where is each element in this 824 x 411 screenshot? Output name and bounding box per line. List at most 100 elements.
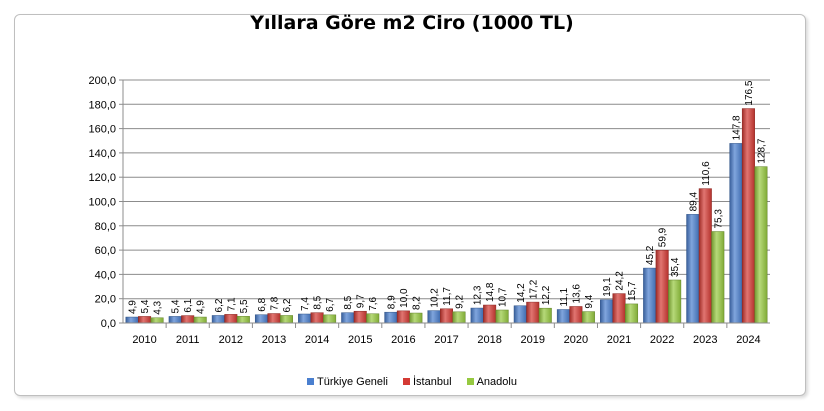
data-label: 147,8 xyxy=(731,115,742,140)
data-label: 45,2 xyxy=(645,245,656,265)
data-label: 9,2 xyxy=(455,294,466,308)
bar-anadolu xyxy=(581,311,595,324)
x-tick-label: 2023 xyxy=(693,334,717,346)
legend-label: İstanbul xyxy=(413,376,452,388)
x-tick-label: 2013 xyxy=(262,334,286,346)
data-label: 5,4 xyxy=(140,299,151,313)
data-label: 7,8 xyxy=(269,296,280,310)
data-label: 15,7 xyxy=(627,281,638,301)
y-tick-label: 20,0 xyxy=(95,294,116,306)
bar-istanbul xyxy=(698,188,712,324)
x-tick-label: 2019 xyxy=(521,334,545,346)
x-tick-label: 2017 xyxy=(434,334,458,346)
data-label: 12,3 xyxy=(473,285,484,305)
data-label: 6,2 xyxy=(282,298,293,312)
bar-turkiye-geneli xyxy=(211,315,225,324)
chart-legend: Türkiye Geneli İstanbul Anadolu xyxy=(0,376,824,388)
bar-istanbul xyxy=(138,316,152,324)
bar-turkiye-geneli xyxy=(643,267,657,324)
data-label: 4,3 xyxy=(153,300,164,314)
bar-anadolu xyxy=(279,315,293,324)
bar-istanbul xyxy=(224,314,238,324)
bar-istanbul xyxy=(741,108,755,324)
bar-turkiye-geneli xyxy=(341,312,355,324)
data-label: 6,1 xyxy=(183,298,194,312)
data-label: 24,2 xyxy=(615,271,626,291)
data-label: 89,4 xyxy=(688,191,699,211)
data-label: 14,8 xyxy=(485,282,496,302)
bar-istanbul xyxy=(483,304,497,324)
data-label: 4,9 xyxy=(128,300,139,314)
bar-istanbul xyxy=(526,301,540,324)
y-tick-label: 60,0 xyxy=(95,245,116,257)
data-label: 9,7 xyxy=(356,294,367,308)
data-label: 110,6 xyxy=(701,161,712,186)
data-label: 35,4 xyxy=(670,257,681,277)
bar-anadolu xyxy=(193,316,207,324)
bar-istanbul xyxy=(612,293,626,324)
data-label: 8,5 xyxy=(313,295,324,309)
bar-anadolu xyxy=(754,166,768,324)
data-label: 59,9 xyxy=(658,227,669,247)
x-tick-label: 2016 xyxy=(391,334,415,346)
data-label: 8,9 xyxy=(386,295,397,309)
bar-anadolu xyxy=(452,311,466,324)
x-tick-label: 2015 xyxy=(348,334,372,346)
bar-anadolu xyxy=(495,309,509,324)
bar-istanbul xyxy=(655,249,669,324)
legend-item-istanbul: İstanbul xyxy=(403,376,452,388)
legend-swatch xyxy=(466,378,474,385)
bar-turkiye-geneli xyxy=(600,299,614,324)
y-tick-label: 180,0 xyxy=(88,99,116,111)
legend-swatch xyxy=(403,378,410,385)
data-label: 5,5 xyxy=(239,299,250,313)
data-label: 176,5 xyxy=(744,80,755,105)
legend-swatch xyxy=(307,378,315,385)
bar-anadolu xyxy=(409,312,423,324)
bar-istanbul xyxy=(396,310,410,324)
data-label: 7,6 xyxy=(368,296,379,310)
bar-istanbul xyxy=(569,306,583,324)
y-tick-label: 0,0 xyxy=(101,318,116,330)
data-label: 19,1 xyxy=(602,277,613,297)
x-tick-label: 2021 xyxy=(607,334,631,346)
data-label: 17,2 xyxy=(528,279,539,299)
y-tick-label: 40,0 xyxy=(95,269,116,281)
y-tick-label: 200,0 xyxy=(88,75,116,87)
data-label: 128,7 xyxy=(756,138,767,163)
bar-turkiye-geneli xyxy=(513,305,527,324)
x-tick-label: 2020 xyxy=(564,334,588,346)
bar-istanbul xyxy=(267,313,281,324)
data-label: 10,2 xyxy=(430,288,441,308)
data-label: 8,2 xyxy=(411,296,422,310)
data-label: 6,7 xyxy=(325,298,336,312)
y-tick-label: 80,0 xyxy=(95,221,116,233)
bar-turkiye-geneli xyxy=(729,143,743,324)
data-label: 7,4 xyxy=(300,297,311,311)
bar-turkiye-geneli xyxy=(254,314,268,324)
bar-turkiye-geneli xyxy=(427,310,441,324)
bar-anadolu xyxy=(538,307,552,324)
data-label: 8,5 xyxy=(343,295,354,309)
data-label: 6,2 xyxy=(214,298,225,312)
data-label: 5,4 xyxy=(171,299,182,313)
x-tick-label: 2024 xyxy=(736,334,760,346)
bar-anadolu xyxy=(150,317,164,324)
x-tick-label: 2012 xyxy=(219,334,243,346)
chart-title: Yıllara Göre m2 Ciro (1000 TL) xyxy=(250,12,574,34)
bar-turkiye-geneli xyxy=(168,316,182,324)
bar-turkiye-geneli xyxy=(470,307,484,324)
bar-istanbul xyxy=(181,315,195,324)
x-tick-label: 2018 xyxy=(477,334,501,346)
chart-frame xyxy=(14,14,806,396)
data-label: 4,9 xyxy=(196,300,207,314)
bar-anadolu xyxy=(366,313,380,324)
data-label: 10,0 xyxy=(399,288,410,308)
bar-istanbul xyxy=(353,310,367,324)
data-label: 9,4 xyxy=(584,294,595,308)
data-label: 14,2 xyxy=(516,283,527,303)
bar-anadolu xyxy=(625,303,639,324)
y-tick-label: 120,0 xyxy=(88,172,116,184)
bar-anadolu xyxy=(711,231,725,324)
